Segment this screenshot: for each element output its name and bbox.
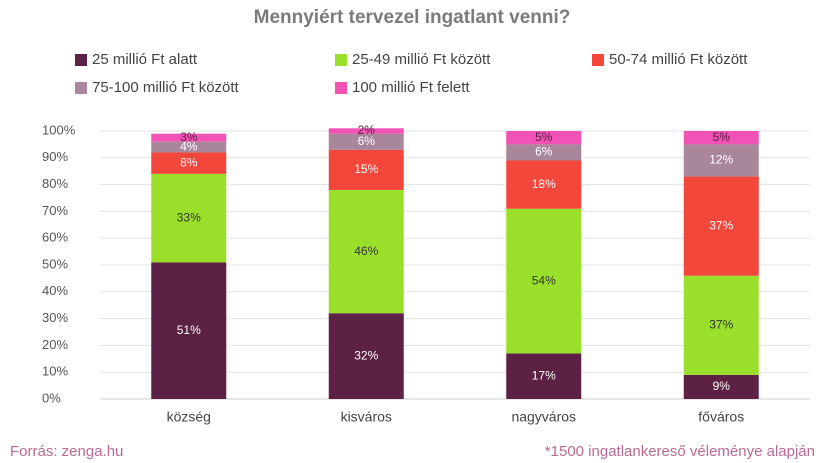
value-label: 15% [354,162,378,176]
bar-segment [683,131,759,145]
legend-swatch [335,82,347,94]
bar-segment [328,128,404,134]
value-label: 33% [177,210,201,224]
value-label: 3% [180,130,198,144]
bar-segment [506,353,582,399]
value-label: 37% [709,218,733,232]
value-label: 18% [532,177,556,191]
x-tick-label: főváros [698,409,744,425]
value-label: 54% [532,273,556,287]
legend-label: 25 millió Ft alatt [92,51,198,68]
value-label: 51% [177,323,201,337]
bar-segment [683,275,759,375]
bar-segment [328,189,404,314]
x-tick-label: nagyváros [511,409,576,425]
bar-segment [328,133,404,150]
bar-segment [151,141,227,153]
x-tick-label: község [167,409,211,425]
bar-segment [683,176,759,276]
legend-swatch [335,54,347,66]
y-tick-label: 100% [42,122,76,137]
y-tick-label: 60% [42,230,68,245]
value-label: 46% [354,244,378,258]
legend-label: 50-74 millió Ft között [609,51,748,68]
y-tick-label: 30% [42,310,68,325]
value-label: 4% [180,139,198,153]
note: *1500 ingatlankereső véleménye alapján [545,443,815,460]
bar-segment [328,313,404,399]
y-tick-label: 50% [42,256,68,271]
y-tick-label: 20% [42,337,68,352]
bar-segment [506,160,582,209]
y-tick-label: 80% [42,176,68,191]
value-label: 8% [180,155,198,169]
legend-label: 75-100 millió Ft között [92,79,240,96]
legend-swatch [75,82,87,94]
legend-label: 25-49 millió Ft között [352,51,491,68]
bar-segment [151,152,227,174]
source: Forrás: zenga.hu [10,443,123,460]
y-tick-label: 90% [42,149,68,164]
value-label: 2% [358,123,376,137]
value-label: 12% [709,153,733,167]
y-tick-label: 10% [42,364,68,379]
legend-swatch [75,54,87,66]
y-tick-label: 70% [42,203,68,218]
value-label: 17% [532,368,556,382]
bar-segment [683,144,759,177]
value-label: 37% [709,317,733,331]
bar-segment [506,208,582,354]
value-label: 9% [713,379,731,393]
value-label: 5% [535,130,553,144]
bar-segment [506,131,582,145]
bar-segment [506,144,582,161]
bar-segment [683,374,759,399]
bar-segment [151,262,227,399]
bar-segment [151,173,227,263]
chart-title: Mennyiért tervezel ingatlant venni? [254,7,571,28]
value-label: 6% [535,145,553,159]
bar-segment [328,149,404,190]
legend-label: 100 millió Ft felett [352,79,470,96]
value-label: 6% [358,134,376,148]
value-label: 32% [354,348,378,362]
value-label: 5% [713,130,731,144]
y-tick-label: 40% [42,283,68,298]
bar-segment [151,133,227,142]
x-tick-label: kisváros [341,409,392,425]
legend-swatch [592,54,604,66]
y-tick-label: 0% [42,390,61,405]
